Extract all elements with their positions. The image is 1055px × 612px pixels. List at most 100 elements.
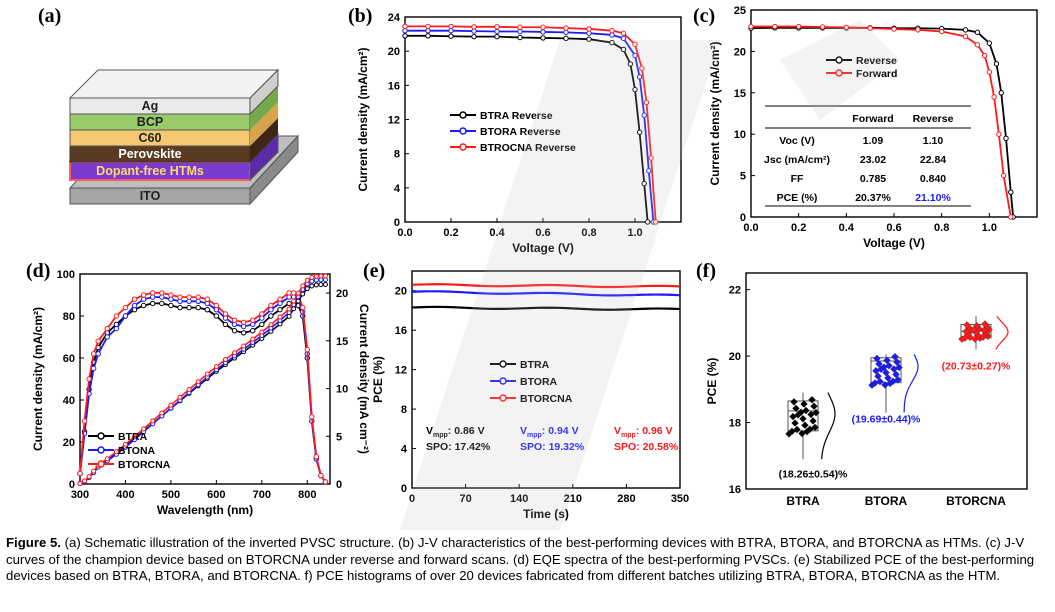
y-tick-label-e: 0 [401,483,407,495]
data-point-d [290,290,297,296]
data-point-b [620,30,627,36]
legend-marker-b [459,143,467,151]
x-tick-label-d: 300 [71,489,89,501]
data-point-f [871,379,879,387]
y-tick-label-c: 20 [734,46,746,58]
legend-marker-e [499,394,507,402]
data-point-d [131,302,138,309]
data-point-f [961,334,969,342]
data-point-d [240,319,247,325]
spo-annotation: SPO: 17.42% [426,441,491,453]
legend-label-c: Reverse [856,55,897,67]
data-point-b [563,35,569,42]
panel-label-e: (e) [363,260,385,282]
data-point-d [318,282,324,288]
data-point-d [286,290,292,296]
data-point-b [471,33,477,40]
series-line-e-btorcna [411,283,681,289]
legend-marker-d [97,446,105,454]
y-axis-label-e: PCE (%) [371,356,385,403]
data-point-d [286,306,292,312]
data-point-b [653,219,659,225]
data-point-b [402,33,408,39]
data-point-d [168,292,174,298]
data-point-b [648,155,654,161]
legend-label-b: BTRA Reverse [480,110,553,122]
data-point-f [885,361,893,370]
vmpp-annotation: Vmpp: 0.86 V [426,425,485,439]
mean-label-f: (20.73±0.27)% [942,360,1011,372]
data-point-f [883,356,891,365]
table-cell-reverse: 0.840 [920,173,946,185]
data-point-c [962,27,969,33]
data-point-f [807,410,815,419]
data-point-d [291,298,297,304]
data-point-d [300,283,306,289]
data-point-d [81,418,88,424]
data-point-d [168,302,174,309]
y-tick-label-b: 4 [394,183,401,195]
data-point-d [113,313,120,319]
data-point-d [204,371,210,377]
panel-label-d: (d) [26,260,50,282]
data-point-c [843,24,850,31]
x-tick-label-c: 1.0 [982,222,997,234]
data-point-c [938,28,945,35]
data-point-f [872,367,880,375]
data-point-b [540,24,546,30]
data-point-d [241,343,247,349]
data-point-b [494,33,500,40]
plot-frame-f [745,272,1028,490]
legend-marker-c [835,69,843,77]
data-point-b [644,219,651,225]
table-header-reverse: Reverse [913,113,954,125]
device-stack-schematic: Ag BCP C60 Perovskite Dopant-free HTMs I… [68,68,300,206]
series-line-e-btra [411,305,681,311]
data-point-b [641,112,647,118]
data-point-d [140,292,147,298]
data-point-b [632,52,638,59]
data-point-d [250,336,256,342]
y-tick-label-d: 100 [57,269,75,281]
data-point-b [425,23,431,30]
data-point-b [646,168,652,174]
y-tick-label-d: 20 [63,437,75,449]
data-point-d [309,283,315,289]
y-tick-label-b: 16 [388,80,400,92]
data-point-d [204,296,210,302]
data-point-d [177,394,183,400]
series-line-b-btrocna-reverse [405,25,657,223]
data-point-b [641,180,647,187]
vmpp-annotation: Vmpp: 0.96 V [614,425,673,439]
x-tick-label-e: 0 [409,493,415,505]
x-axis-label-b: Voltage (V) [512,241,574,255]
data-point-b [425,33,431,39]
chart-d-eqe: 300 400 500 600 700 800020406080100Wavelength… [31,269,371,517]
legend-label-e: BTORCNA [520,393,573,405]
data-point-b [643,99,650,106]
data-point-f [809,417,817,425]
legend-label-d: BTRA [118,431,148,443]
legend-marker-c [835,56,843,64]
data-point-b [471,24,477,30]
spo-annotation: SPO: 19.32% [520,441,585,453]
data-point-b [494,28,500,35]
data-point-c [772,23,778,30]
y-tick-label-c: 15 [734,88,746,100]
data-point-f [801,421,809,430]
data-point-f [881,381,889,389]
data-point-d [104,456,110,462]
y-right-axis-label-d: Current density (mA cm⁻²) [357,304,371,454]
y-axis-label-d: Current density (mA/cm²) [31,307,45,451]
data-point-b [448,33,454,39]
y-right-tick-label-d: 20 [336,288,348,300]
data-point-f [806,425,814,433]
data-point-f [882,368,890,377]
x-tick-label-c: 0.6 [886,222,901,234]
legend-label-d: BTONA [118,445,156,457]
data-point-c [993,61,1000,67]
legend-label-c: Forward [856,68,897,80]
legend-label-d: BTORCNA [118,459,171,471]
data-point-d [140,302,147,309]
data-point-b [563,29,569,36]
